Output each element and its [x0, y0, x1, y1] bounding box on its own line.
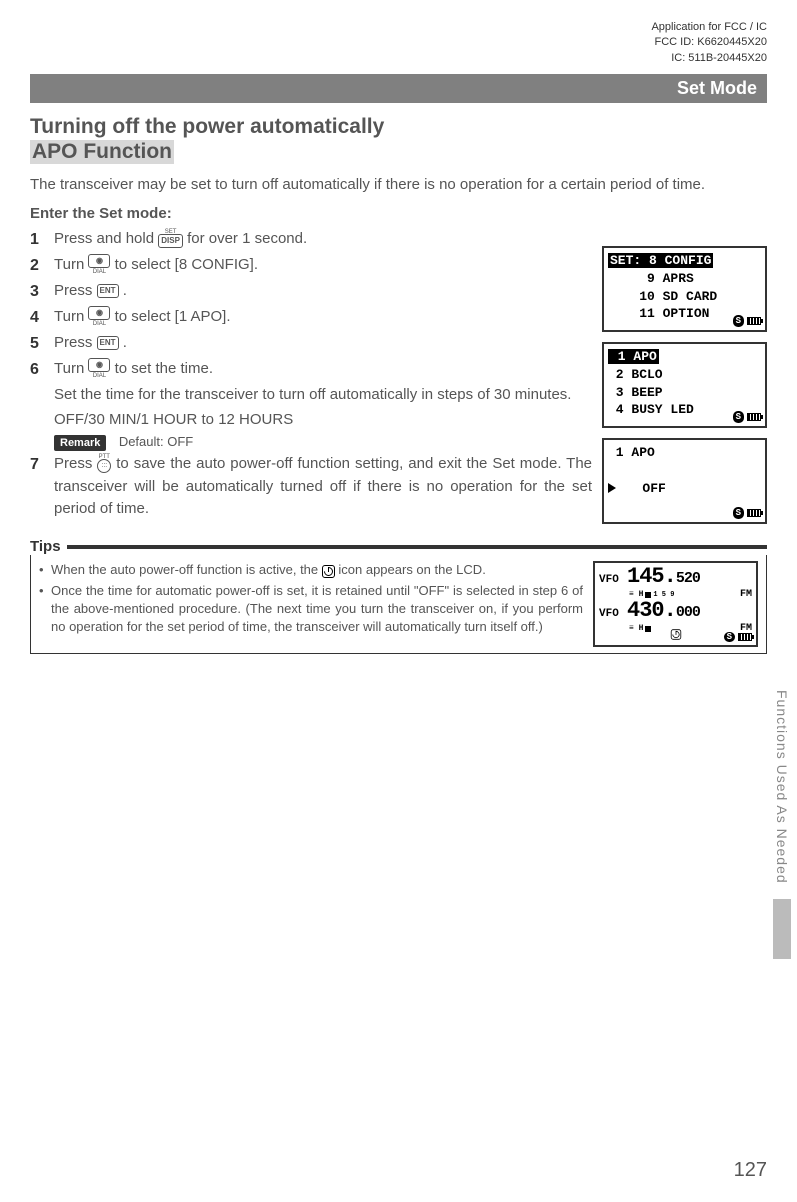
step-text: Press and hold SET DISP for over 1 secon…	[54, 228, 592, 252]
step-3: 3 Press ENT .	[30, 280, 592, 304]
lcd-screen-1: SET: 8 CONFIG 9 APRS 10 SD CARD 11 OPTIO…	[602, 246, 767, 332]
step-text: Turn ◉ DIAL to select [8 CONFIG].	[54, 254, 592, 278]
tips-lcd: VFO 145.520 ≡ H 1 5 9 FM VFO 430.000 ≡ H…	[593, 561, 758, 647]
step-num: 3	[30, 280, 54, 304]
tips-bullet-1: • When the auto power-off function is ac…	[39, 561, 583, 579]
title-sub: APO Function	[30, 140, 174, 164]
step-num: 4	[30, 306, 54, 330]
tips-box: • When the auto power-off function is ac…	[30, 555, 767, 654]
power-icon	[322, 565, 335, 578]
vfo-lcd-screen: VFO 145.520 ≡ H 1 5 9 FM VFO 430.000 ≡ H…	[593, 561, 758, 647]
arrow-icon	[608, 483, 616, 493]
step-num: 6	[30, 358, 54, 382]
intro-text: The transceiver may be set to turn off a…	[30, 174, 767, 195]
dial-icon: ◉ DIAL	[88, 359, 110, 379]
header-line3: IC: 511B-20445X20	[30, 51, 767, 66]
ptt-button-icon: PTT :::	[97, 454, 111, 474]
remark-badge: Remark	[54, 435, 106, 451]
enter-mode-heading: Enter the Set mode:	[30, 205, 767, 222]
step-6-sub1: Set the time for the transceiver to turn…	[54, 384, 592, 407]
side-tab: Functions Used As Needed	[767, 680, 797, 969]
lcd-screen-3: 1 APO OFF S	[602, 438, 767, 524]
step-4: 4 Turn ◉ DIAL to select [1 APO].	[30, 306, 592, 330]
step-text: Press ENT .	[54, 280, 592, 304]
dial-icon: ◉ DIAL	[88, 307, 110, 327]
step-num: 7	[30, 453, 54, 521]
tips-text: • When the auto power-off function is ac…	[39, 561, 583, 647]
step-num: 5	[30, 332, 54, 356]
tips-header-line	[67, 545, 767, 549]
tips-label: Tips	[30, 538, 61, 555]
steps-list: 1 Press and hold SET DISP for over 1 sec…	[30, 228, 592, 524]
step-text: Turn ◉ DIAL to select [1 APO].	[54, 306, 592, 330]
disp-button-icon: SET DISP	[158, 229, 183, 249]
remark-text: Default: OFF	[119, 434, 193, 449]
side-tab-shade	[773, 899, 791, 959]
step-1: 1 Press and hold SET DISP for over 1 sec…	[30, 228, 592, 252]
remark-line: Remark Default: OFF	[54, 433, 592, 451]
header-info: Application for FCC / IC FCC ID: K662044…	[30, 20, 767, 66]
ent-button-icon: ENT	[97, 284, 119, 298]
tips-header: Tips	[30, 538, 767, 555]
lcd-column: SET: 8 CONFIG 9 APRS 10 SD CARD 11 OPTIO…	[602, 246, 767, 524]
lcd-screen-2: 1 APO 2 BCLO 3 BEEP 4 BUSY LED S	[602, 342, 767, 428]
steps-area: 1 Press and hold SET DISP for over 1 sec…	[30, 228, 767, 524]
title-main: Turning off the power automatically	[30, 113, 767, 140]
step-2: 2 Turn ◉ DIAL to select [8 CONFIG].	[30, 254, 592, 278]
step-text: Press ENT .	[54, 332, 592, 356]
step-text: Press PTT ::: to save the auto power-off…	[54, 453, 592, 521]
step-num: 2	[30, 254, 54, 278]
step-6-sub2: OFF/30 MIN/1 HOUR to 12 HOURS	[54, 409, 592, 432]
page-number: 127	[734, 1159, 767, 1182]
step-text: Turn ◉ DIAL to set the time.	[54, 358, 592, 382]
dial-icon: ◉ DIAL	[88, 255, 110, 275]
step-5: 5 Press ENT .	[30, 332, 592, 356]
header-line1: Application for FCC / IC	[30, 20, 767, 35]
step-num: 1	[30, 228, 54, 252]
power-icon	[670, 629, 680, 639]
header-line2: FCC ID: K6620445X20	[30, 35, 767, 50]
step-6: 6 Turn ◉ DIAL to set the time.	[30, 358, 592, 382]
step-7: 7 Press PTT ::: to save the auto power-o…	[30, 453, 592, 521]
tips-bullet-2: • Once the time for automatic power-off …	[39, 582, 583, 637]
ent-button-icon: ENT	[97, 336, 119, 350]
section-bar: Set Mode	[30, 74, 767, 103]
tips-section: Tips • When the auto power-off function …	[30, 538, 767, 654]
